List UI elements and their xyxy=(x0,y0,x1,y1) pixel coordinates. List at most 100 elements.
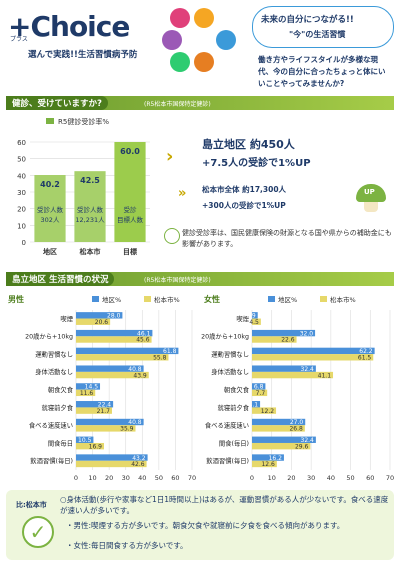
nosmoking-icon xyxy=(216,30,236,50)
category-label: 身体活動なし xyxy=(211,367,249,376)
bar-value-label: 62.2 xyxy=(359,348,373,355)
y-tick-label: 50 xyxy=(17,156,26,164)
sleep-icon xyxy=(170,52,190,72)
bar-value-label: 40.2 xyxy=(40,180,60,189)
section1-title: 健診、受けていますか? xyxy=(6,96,108,110)
bar xyxy=(252,442,311,450)
male-chart: 男性 地区% 松本市% 0 10 20 30 40 50 60 70 喫煙 28.0 20.6 20歳から+… xyxy=(4,290,198,488)
category-label: 間食毎日 xyxy=(48,438,73,447)
up-mushroom-icon: UP xyxy=(354,184,388,214)
legend-swatch xyxy=(46,118,54,124)
category-label: 20歳から+10kg xyxy=(25,332,73,341)
y-tick-label: 0 xyxy=(22,239,26,247)
bubble-line2: "今"の生活習慣 xyxy=(289,30,346,39)
bar-value-label: 40.8 xyxy=(128,366,142,373)
bar-value-label: 29.6 xyxy=(295,443,309,450)
x-tick-label: 70 xyxy=(188,474,196,482)
category-label: 喫煙 xyxy=(236,314,249,323)
summary-box: 比:松本市 ✓ ○身体活動(歩行や家事など1日1時間以上)はあるが、運動習慣があ… xyxy=(6,490,394,560)
x-tick-label: 0 xyxy=(74,474,78,482)
bar xyxy=(76,383,101,390)
bar xyxy=(76,418,144,426)
category-label: 朝食欠食 xyxy=(48,385,74,394)
bar xyxy=(252,383,266,390)
bar-annotation-line1: 受診人数 xyxy=(77,205,104,214)
city-info: 松本市全体 約17,300人 +300人の受診で1%UP xyxy=(196,184,346,214)
checkup-icon xyxy=(162,30,182,50)
bar xyxy=(76,442,105,450)
bar xyxy=(252,460,277,468)
bar-value-label: 12.2 xyxy=(261,408,275,415)
checkmark-icon: ✓ xyxy=(22,516,54,548)
bar xyxy=(252,454,284,461)
bar xyxy=(252,347,375,355)
bar xyxy=(252,336,297,343)
category-label: 食べる速度速い xyxy=(205,421,249,430)
y-tick-label: 40 xyxy=(17,172,26,180)
bar-value-label: 55.8 xyxy=(153,354,167,361)
gender-label: 男性 xyxy=(8,294,24,304)
legend-label: 松本市% xyxy=(330,295,356,304)
bar-value-label: 46.1 xyxy=(137,330,151,337)
bar-value-label: 42.6 xyxy=(131,461,145,468)
bar xyxy=(252,425,305,432)
category-label: 運動習慣なし xyxy=(35,349,73,358)
city-line1: 松本市全体 約17,300人 xyxy=(202,185,287,194)
x-tick-label: 30 xyxy=(122,474,130,482)
female-chart-svg: 女性 地区% 松本市% 0 10 20 30 40 50 60 70 喫煙2.94.520歳から+10… xyxy=(201,294,394,482)
mushroom-cap xyxy=(356,184,386,202)
bar xyxy=(76,329,153,337)
district-line1: 島立地区 約450人 xyxy=(202,138,295,151)
category-label: 朝食欠食 xyxy=(224,385,250,394)
bar-value-label: 45.6 xyxy=(136,337,150,344)
bar-annotation-line2: 302人 xyxy=(41,216,60,224)
bar xyxy=(76,347,179,355)
bar-value-label: 40.8 xyxy=(128,419,142,426)
x-tick-label: 10 xyxy=(88,474,96,482)
category-label: 飲酒習慣(毎日) xyxy=(30,456,73,465)
bar xyxy=(252,436,316,443)
x-tick-label: 10 xyxy=(268,474,276,482)
section1-note: (R5松本市国保特定健診) xyxy=(144,101,211,108)
x-tick-label: 40 xyxy=(138,474,146,482)
bar-value-label: 4.1 xyxy=(249,401,259,408)
y-tick-label: 30 xyxy=(17,189,26,197)
up-badge: UP xyxy=(364,188,375,196)
legend-swatch xyxy=(268,296,275,302)
bar xyxy=(252,365,316,372)
bar xyxy=(76,401,114,408)
x-tick-label: 60 xyxy=(171,474,179,482)
bar-value-label: 28.0 xyxy=(107,313,121,320)
bar xyxy=(252,401,261,408)
bar-value-label: 32.4 xyxy=(301,437,315,444)
arrow-icon: › xyxy=(166,146,174,167)
x-category-label: 地区 xyxy=(43,247,57,256)
bar-value-label: 10.5 xyxy=(78,437,92,444)
bar-value-label: 35.9 xyxy=(120,426,134,433)
category-label: 運動習慣なし xyxy=(211,349,249,358)
x-category-label: 目標 xyxy=(123,247,137,256)
x-tick-label: 60 xyxy=(366,474,374,482)
legend-swatch xyxy=(144,296,151,302)
bar-value-label: 32.4 xyxy=(301,366,315,373)
food-icon xyxy=(170,8,190,28)
summary-line1: ○身体活動(歩行や家事など1日1時間以上)はあるが、運動習慣がある人が少ないです… xyxy=(60,495,389,515)
bar-value-label: 22.6 xyxy=(281,337,295,344)
bar-value-label: 12.6 xyxy=(261,461,275,468)
legend-label: 地区% xyxy=(278,295,297,304)
header: プラス +Choice 選んで実践!!生活習慣病予防 未来の自分につながる!! … xyxy=(0,0,400,92)
bar-value-label: 43.2 xyxy=(132,455,146,462)
bar-value-label: 27.0 xyxy=(290,419,304,426)
city-line2: +300人の受診で1%UP xyxy=(202,201,286,210)
bar xyxy=(34,175,66,242)
bar xyxy=(76,425,136,432)
bar-value-label: 42.5 xyxy=(80,176,100,185)
bar xyxy=(114,142,146,242)
female-chart: 女性 地区% 松本市% 0 10 20 30 40 50 60 70 喫煙 2.9 4.5 20歳から+10… xyxy=(200,290,396,488)
category-label: 就寝前夕食 xyxy=(218,403,250,412)
category-label: 喫煙 xyxy=(60,314,73,323)
bar xyxy=(252,329,316,337)
district-line2: +7.5人の受診で1%UP xyxy=(202,158,311,169)
